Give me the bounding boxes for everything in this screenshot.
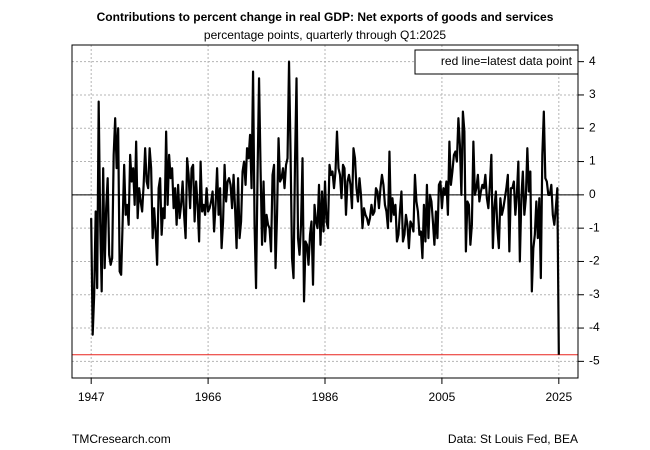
x-tick-label: 1947 bbox=[78, 390, 105, 404]
y-tick-label: -1 bbox=[589, 220, 600, 234]
x-tick-label: 1966 bbox=[195, 390, 222, 404]
y-tick-label: -4 bbox=[589, 320, 600, 334]
chart-subtitle: percentage points, quarterly through Q1:… bbox=[204, 28, 446, 42]
source-right: Data: St Louis Fed, BEA bbox=[448, 432, 578, 446]
x-tick-label: 1986 bbox=[312, 390, 339, 404]
annotation: red line=latest data point bbox=[441, 54, 573, 68]
source-left: TMCresearch.com bbox=[72, 432, 171, 446]
y-tick-label: -5 bbox=[589, 354, 600, 368]
data-line bbox=[90, 60, 560, 355]
plot-frame bbox=[71, 44, 579, 379]
annotation-box bbox=[414, 49, 579, 75]
y-tick-label: 0 bbox=[589, 187, 596, 201]
chart-title: Contributions to percent change in real … bbox=[97, 10, 554, 24]
y-tick-label: 1 bbox=[589, 154, 596, 168]
y-tick-label: -2 bbox=[589, 254, 600, 268]
y-tick-label: 2 bbox=[589, 120, 596, 134]
y-tick-label: 3 bbox=[589, 87, 596, 101]
x-tick-label: 2005 bbox=[429, 390, 456, 404]
y-tick-label: -3 bbox=[589, 287, 600, 301]
y-tick-label: 4 bbox=[589, 54, 596, 68]
x-tick-label: 2025 bbox=[545, 390, 572, 404]
